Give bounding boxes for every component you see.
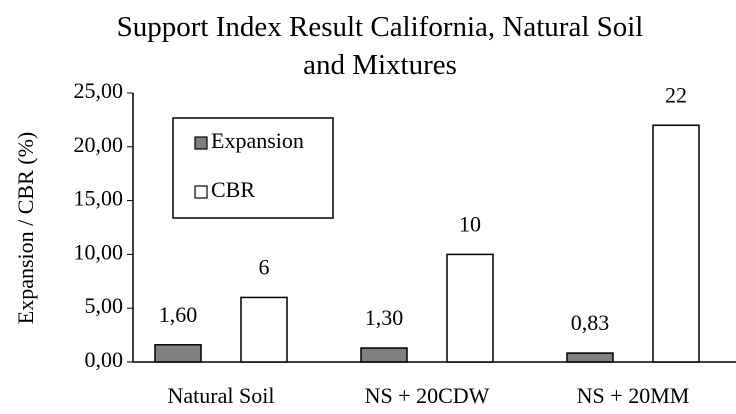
bar <box>240 296 288 363</box>
legend-label: Expansion <box>211 128 304 153</box>
x-tick-label: NS + 20CDW <box>365 383 490 408</box>
data-label: 22 <box>665 82 687 107</box>
chart-title: Support Index Result California, Natural… <box>116 11 644 81</box>
y-tick-label: 0,00 <box>85 347 124 372</box>
x-tick-label: Natural Soil <box>168 383 275 408</box>
y-tick-label: 5,00 <box>85 293 124 318</box>
bar <box>360 347 408 363</box>
bar <box>652 124 700 363</box>
data-label: 1,30 <box>365 305 404 330</box>
x-tick-label: NS + 20MM <box>577 383 690 408</box>
y-axis-label: Expansion / CBR (%) <box>13 132 38 325</box>
legend-box <box>172 117 334 219</box>
y-tick-label: 15,00 <box>74 186 124 211</box>
bar <box>566 352 614 363</box>
data-label: 1,60 <box>159 302 198 327</box>
legend-swatch <box>194 136 208 150</box>
data-label: 6 <box>259 254 270 279</box>
legend-swatch <box>194 185 208 199</box>
bar <box>446 253 494 363</box>
legend-label: CBR <box>211 177 255 202</box>
data-label: 0,83 <box>571 310 610 335</box>
bar <box>154 344 202 363</box>
y-tick-label: 10,00 <box>74 239 124 264</box>
y-tick-label: 25,00 <box>74 78 124 103</box>
data-label: 10 <box>459 211 481 236</box>
y-tick-label: 20,00 <box>74 132 124 157</box>
